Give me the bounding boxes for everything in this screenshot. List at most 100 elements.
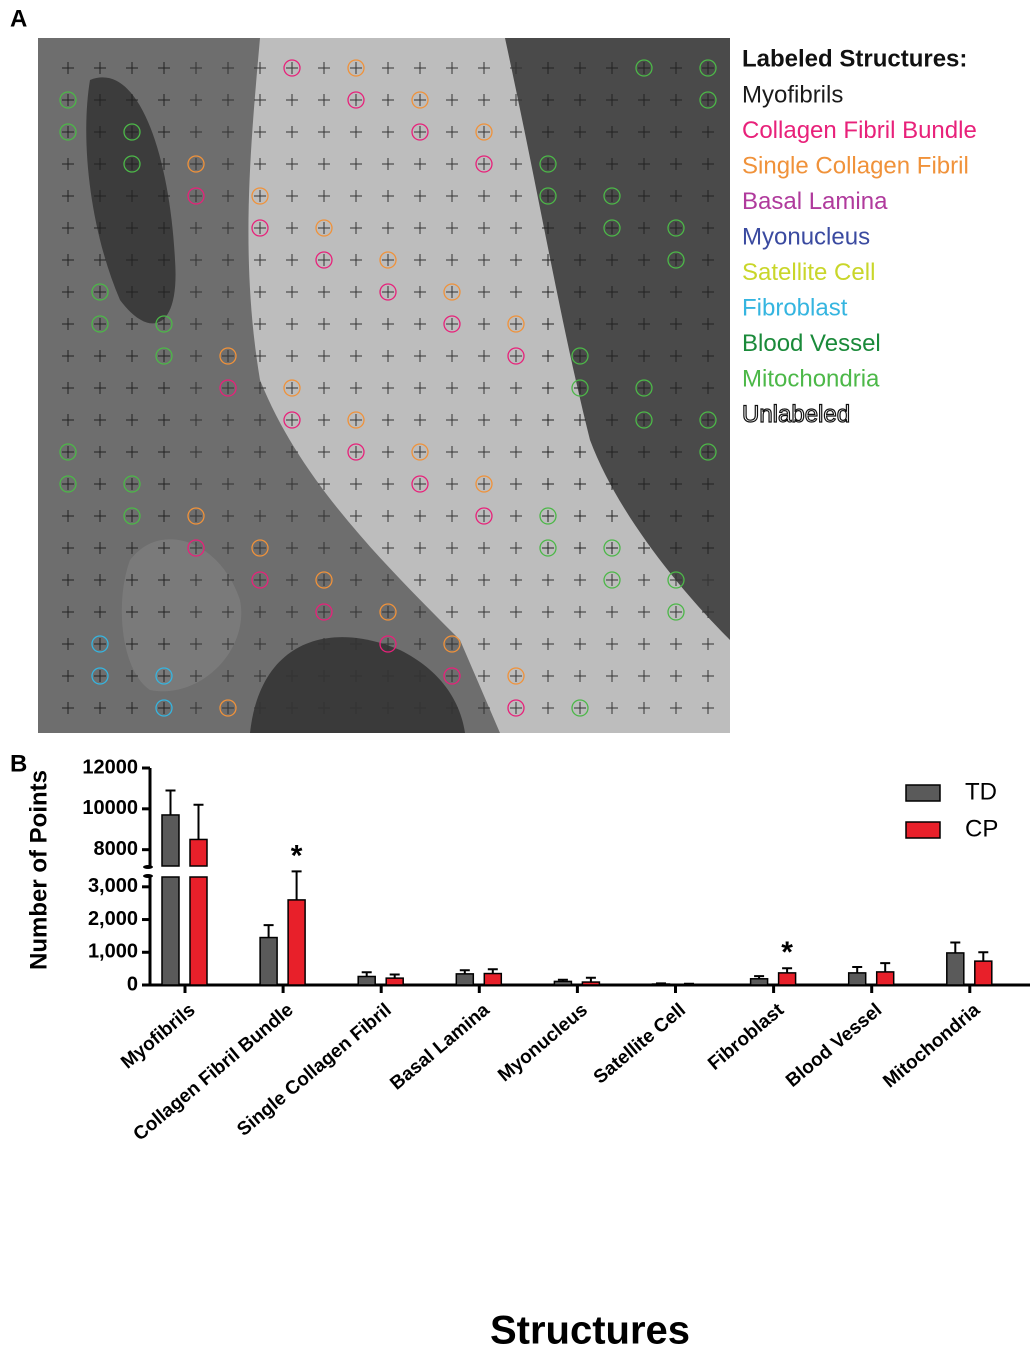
grid-cross <box>350 414 362 426</box>
label-ring <box>475 475 493 493</box>
grid-cross <box>638 414 650 426</box>
grid-cross <box>94 542 106 554</box>
grid-cross <box>670 414 682 426</box>
legend-swatch <box>905 821 941 839</box>
grid-cross <box>606 222 618 234</box>
grid-cross <box>318 670 330 682</box>
grid-cross <box>62 62 74 74</box>
grid-cross <box>222 318 234 330</box>
label-ring <box>635 411 653 429</box>
grid-cross <box>286 606 298 618</box>
label-ring <box>379 251 397 269</box>
x-tick-label: Myonucleus <box>494 1000 592 1087</box>
grid-cross <box>94 638 106 650</box>
grid-cross <box>478 158 490 170</box>
grid-cross <box>62 606 74 618</box>
grid-cross <box>510 318 522 330</box>
grid-cross <box>94 702 106 714</box>
grid-cross <box>446 190 458 202</box>
grid-cross <box>222 606 234 618</box>
grid-cross <box>126 542 138 554</box>
label-ring <box>411 91 429 109</box>
grid-cross <box>382 638 394 650</box>
grid-cross <box>318 702 330 714</box>
grid-cross <box>542 62 554 74</box>
grid-cross <box>702 670 714 682</box>
grid-cross <box>606 190 618 202</box>
grid-cross <box>510 638 522 650</box>
grid-cross <box>446 222 458 234</box>
legend-entry: Single Collagen Fibril <box>742 152 969 179</box>
grid-cross <box>446 318 458 330</box>
grid-cross <box>414 414 426 426</box>
grid-cross <box>126 702 138 714</box>
grid-cross <box>222 414 234 426</box>
label-ring <box>347 411 365 429</box>
grid-cross <box>478 254 490 266</box>
grid-cross <box>254 62 266 74</box>
grid-cross <box>350 702 362 714</box>
grid-cross <box>286 350 298 362</box>
grid-cross <box>414 382 426 394</box>
error-bar <box>263 924 274 938</box>
label-ring <box>347 443 365 461</box>
bar-chart: 0 1,000 2,000 3,000 8000 10000 12000 Myofibrils… <box>82 756 1030 1145</box>
grid-cross <box>318 382 330 394</box>
grid-cross <box>190 158 202 170</box>
label-ring <box>667 603 685 621</box>
label-ring <box>699 443 717 461</box>
grid-cross <box>446 670 458 682</box>
grid-cross <box>286 254 298 266</box>
x-axis-title: Structures <box>490 1309 690 1353</box>
grid-cross <box>638 382 650 394</box>
grid-cross <box>254 510 266 522</box>
grid-cross <box>382 350 394 362</box>
error-bar <box>656 982 666 985</box>
legend-entry: Fibroblast <box>742 294 848 321</box>
grid-cross <box>222 222 234 234</box>
grid-cross <box>606 510 618 522</box>
grid-cross <box>606 286 618 298</box>
label-ring <box>571 347 589 365</box>
grid-cross <box>286 574 298 586</box>
grid-cross <box>638 670 650 682</box>
grid-cross <box>62 574 74 586</box>
error-bar <box>782 967 793 973</box>
grid-cross <box>62 478 74 490</box>
grid-cross <box>62 510 74 522</box>
grid-cross <box>94 446 106 458</box>
grid-cross <box>350 670 362 682</box>
grid-cross <box>254 94 266 106</box>
grid-cross <box>670 510 682 522</box>
label-ring <box>347 59 365 77</box>
grid-cross <box>62 670 74 682</box>
label-ring <box>315 219 333 237</box>
legend-swatch <box>905 784 941 802</box>
grid-cross <box>286 446 298 458</box>
error-bar <box>193 803 204 840</box>
grid-cross <box>94 318 106 330</box>
bar <box>875 971 895 986</box>
grid-cross <box>62 350 74 362</box>
grid-cross <box>382 606 394 618</box>
grid-cross <box>382 254 394 266</box>
bar <box>847 972 867 986</box>
grid-cross <box>510 222 522 234</box>
grid-cross <box>542 158 554 170</box>
grid-cross <box>446 702 458 714</box>
grid-cross <box>382 702 394 714</box>
grid-cross <box>510 478 522 490</box>
grid-cross <box>638 254 650 266</box>
grid-cross <box>638 702 650 714</box>
grid-cross <box>382 94 394 106</box>
grid-cross <box>542 510 554 522</box>
grid-cross <box>382 318 394 330</box>
label-ring <box>603 539 621 557</box>
grid-cross <box>446 62 458 74</box>
label-ring <box>155 315 173 333</box>
grid-cross <box>318 254 330 266</box>
bar <box>581 981 601 986</box>
label-ring <box>475 123 493 141</box>
label-ring <box>379 603 397 621</box>
grid-cross <box>510 158 522 170</box>
